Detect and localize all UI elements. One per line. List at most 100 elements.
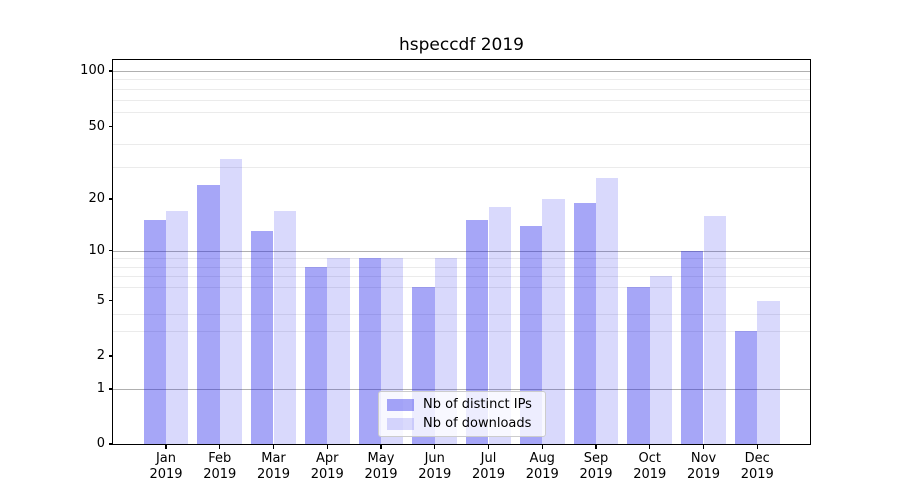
x-tick-label-jan: Jan 2019: [138, 451, 194, 482]
x-tick-label-may: May 2019: [353, 451, 409, 482]
x-tick-mark-oct: [649, 444, 651, 449]
gridline-minor-60: [113, 112, 810, 114]
x-tick-month: Feb: [208, 451, 232, 466]
y-tick-label-2: 2: [96, 348, 105, 363]
gridline-minor-9: [113, 258, 810, 260]
gridline-major-100: [113, 71, 810, 72]
x-tick-month: Sep: [583, 451, 609, 466]
bar-nb-of-distinct-ips-may: [358, 258, 381, 444]
x-tick-month: Mar: [261, 451, 286, 466]
x-tick-month: Jul: [480, 451, 497, 466]
x-tick-mark-jul: [487, 444, 490, 449]
x-tick-year: 2019: [149, 466, 183, 482]
y-tick-mark-10: [108, 249, 113, 252]
x-tick-year: 2019: [525, 466, 559, 482]
legend-swatch-downloads: [387, 417, 414, 430]
x-tick-year: 2019: [364, 466, 398, 482]
bar-nb-of-downloads-apr: [327, 258, 350, 444]
x-tick-label-sep: Sep 2019: [568, 451, 624, 482]
x-tick-mark-may: [380, 444, 382, 449]
y-tick-mark-0: [108, 443, 113, 445]
y-tick-mark-5: [108, 299, 113, 302]
x-tick-month: Aug: [529, 451, 555, 466]
y-tick-label-20: 20: [88, 191, 105, 206]
x-tick-label-apr: Apr 2019: [299, 451, 355, 482]
x-tick-month: Jan: [155, 451, 177, 466]
x-tick-mark-jan: [165, 444, 167, 449]
x-tick-label-mar: Mar 2019: [246, 451, 302, 482]
gridline-minor-70: [113, 99, 810, 101]
y-tick-label-5: 5: [96, 292, 105, 308]
x-tick-year: 2019: [740, 466, 774, 482]
x-tick-month: May: [367, 451, 395, 466]
x-tick-label-jun: Jun 2019: [407, 451, 463, 482]
legend-entry-downloads: Nb of downloads: [387, 416, 545, 431]
chart-title: hspeccdf 2019: [398, 35, 525, 55]
x-tick-mark-aug: [541, 444, 543, 449]
bar-nb-of-distinct-ips-dec: [734, 331, 758, 444]
x-tick-month: Apr: [316, 451, 339, 466]
bar-nb-of-distinct-ips-nov: [681, 250, 704, 444]
x-tick-month: Nov: [690, 451, 717, 466]
x-tick-year: 2019: [256, 466, 291, 482]
gridline-minor-30: [113, 167, 810, 168]
x-tick-label-oct: Oct 2019: [622, 451, 678, 482]
x-tick-mark-nov: [702, 444, 705, 449]
x-tick-label-dec: Dec 2019: [729, 451, 785, 482]
bar-nb-of-downloads-nov: [703, 215, 726, 444]
bar-nb-of-distinct-ips-sep: [573, 202, 596, 444]
x-tick-label-feb: Feb 2019: [192, 451, 248, 482]
gridline-minor-3: [113, 331, 810, 333]
plot-area: Nb of distinct IPs Nb of downloads: [112, 59, 811, 445]
legend-entry-distinct-ips: Nb of distinct IPs: [387, 397, 545, 412]
x-tick-mark-sep: [595, 444, 597, 449]
bar-nb-of-distinct-ips-jan: [143, 220, 166, 444]
x-tick-mark-mar: [272, 444, 275, 449]
legend-label-distinct-ips: Nb of distinct IPs: [423, 397, 532, 412]
x-tick-year: 2019: [579, 466, 613, 482]
y-tick-mark-2: [108, 355, 113, 357]
x-tick-month: Dec: [744, 451, 770, 466]
gridline-minor-8: [113, 266, 810, 268]
gridline-major-10: [113, 250, 810, 252]
y-tick-label-50: 50: [88, 118, 105, 134]
gridline-major-1: [113, 389, 810, 390]
x-tick-year: 2019: [471, 466, 506, 482]
bar-nb-of-downloads-mar: [273, 211, 296, 444]
gridline-minor-4: [113, 314, 810, 316]
x-tick-year: 2019: [686, 466, 721, 482]
x-tick-year: 2019: [633, 466, 667, 482]
bar-nb-of-distinct-ips-mar: [251, 231, 274, 444]
legend: Nb of distinct IPs Nb of downloads: [378, 391, 546, 437]
bar-nb-of-distinct-ips-feb: [197, 184, 220, 444]
bar-nb-of-distinct-ips-jul: [466, 220, 489, 444]
x-tick-mark-feb: [219, 444, 221, 449]
gridline-minor-40: [113, 144, 810, 146]
x-tick-month: Oct: [638, 451, 661, 466]
gridline-minor-90: [113, 79, 810, 81]
y-tick-mark-1: [108, 388, 113, 390]
x-tick-month: Jun: [424, 451, 445, 466]
bar-nb-of-downloads-jan: [166, 211, 189, 444]
legend-swatch-distinct-ips: [387, 398, 414, 411]
gridline-minor-80: [113, 88, 810, 90]
x-tick-label-jul: Jul 2019: [461, 451, 517, 482]
x-tick-mark-dec: [756, 444, 758, 449]
y-tick-mark-100: [108, 70, 113, 72]
y-tick-mark-20: [108, 198, 113, 200]
y-tick-label-1: 1: [96, 381, 105, 396]
bar-nb-of-distinct-ips-apr: [304, 266, 328, 444]
x-tick-mark-apr: [326, 444, 328, 449]
bar-nb-of-downloads-oct: [649, 276, 673, 444]
y-tick-label-0: 0: [96, 436, 105, 451]
bar-nb-of-distinct-ips-oct: [627, 287, 650, 444]
x-tick-label-nov: Nov 2019: [676, 451, 732, 482]
bar-nb-of-distinct-ips-aug: [519, 225, 543, 444]
x-tick-label-aug: Aug 2019: [514, 451, 570, 482]
x-tick-mark-jun: [434, 444, 436, 449]
bar-nb-of-downloads-sep: [596, 178, 619, 444]
bar-nb-of-downloads-dec: [757, 300, 780, 444]
y-tick-mark-50: [108, 126, 113, 128]
x-tick-year: 2019: [203, 466, 237, 482]
